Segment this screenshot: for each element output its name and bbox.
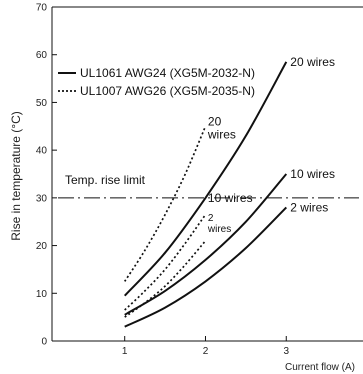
x-tick-label: 1: [122, 346, 128, 357]
series-label-line: wires: [207, 224, 231, 235]
x-axis-label: Current flow (A): [285, 362, 355, 373]
series-label-line: 10 wires: [208, 191, 253, 205]
y-tick-label: 50: [36, 98, 48, 109]
series-label-line: 10 wires: [290, 167, 335, 181]
y-tick-label: 30: [36, 193, 48, 204]
x-tick-label: 2: [203, 346, 209, 357]
y-tick-label: 40: [36, 146, 48, 157]
x-tick-label: 3: [283, 346, 289, 357]
y-tick-label: 0: [41, 337, 47, 348]
series-line-2-wires-awg26: [124, 240, 207, 318]
series-label-line: 20 wires: [290, 55, 335, 69]
series-label: 10 wires: [290, 167, 335, 181]
series-line-10-wires-awg26: [124, 214, 207, 311]
plot-area: 0 10 20 30 40 50 60 70 1 2 3 Temp. rise limit 20 wir…: [36, 3, 363, 357]
series-line-20-wires-awg26: [123, 125, 207, 282]
series-label: 2 wires: [207, 213, 231, 235]
y-tick-label: 20: [36, 241, 48, 252]
series-label-line: 20: [208, 115, 222, 129]
legend-label-2: UL1007 AWG26 (XG5M-2035-N): [80, 84, 255, 98]
series-label-line: wires: [207, 128, 236, 142]
series-label-line: 2: [208, 213, 214, 224]
series-line-2-wires-awg24: [124, 206, 288, 328]
series-label-line: 2 wires: [290, 200, 328, 214]
legend-label-1: UL1061 AWG24 (XG5M-2032-N): [80, 66, 255, 80]
series-label: 2 wires: [290, 200, 328, 214]
y-tick-label: 60: [36, 50, 48, 61]
series-label: 10 wires: [208, 191, 253, 205]
series-label: 20 wires: [290, 55, 335, 69]
series-line-10-wires-awg24: [124, 173, 288, 316]
series-label: 20 wires: [207, 115, 236, 142]
series-line-20-wires-awg24: [123, 61, 288, 297]
y-tick-label: 10: [36, 289, 48, 300]
y-axis-label: Rise in temperature (°C): [9, 111, 23, 241]
y-tick-label: 70: [36, 3, 48, 14]
temp-rise-limit-label: Temp. rise limit: [65, 173, 146, 187]
